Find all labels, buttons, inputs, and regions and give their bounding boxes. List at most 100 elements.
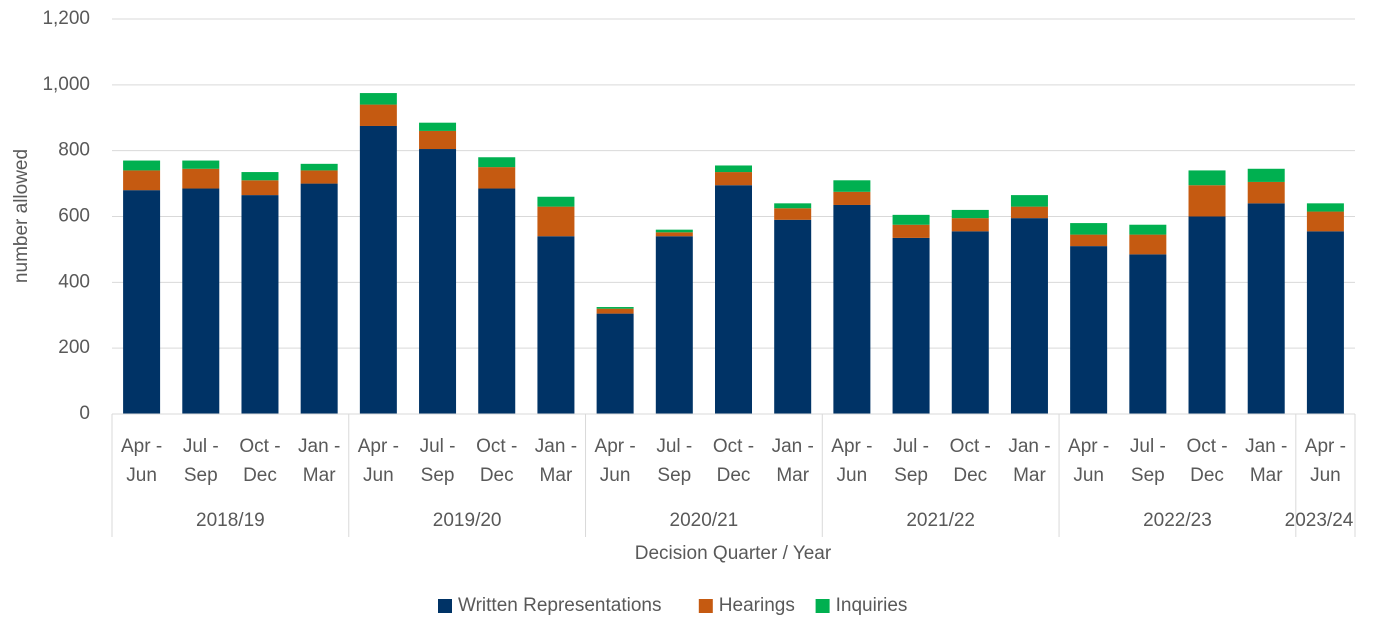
x-tick-label: Mar — [1250, 465, 1283, 486]
legend-label: Hearings — [719, 595, 795, 616]
x-tick-label: Dec — [480, 465, 514, 486]
bar-segment — [359, 93, 397, 105]
bar-segment — [1306, 211, 1344, 232]
x-tick-label: Sep — [1131, 465, 1165, 486]
bar-segment — [715, 165, 752, 173]
bar-segment — [123, 170, 161, 191]
bar-segment — [833, 191, 871, 205]
y-tick-label: 200 — [58, 337, 90, 358]
x-tick-label: Apr - — [1305, 436, 1346, 457]
x-tick-label: Oct - — [239, 436, 280, 457]
group-label: 2020/21 — [670, 510, 739, 531]
x-tick-label: Jun — [837, 465, 868, 486]
x-tick-label: Jul - — [1130, 436, 1166, 457]
bar-segment — [241, 195, 279, 414]
bar-segment — [774, 203, 812, 209]
bar-segment — [892, 214, 930, 225]
bar-segment — [1247, 168, 1285, 182]
bar-segment — [1129, 254, 1167, 414]
bar-segment — [241, 172, 279, 181]
x-axis-title: Decision Quarter / Year — [635, 543, 832, 564]
group-label: 2018/19 — [196, 510, 265, 531]
y-tick-label: 600 — [58, 206, 90, 227]
bar-segment — [774, 219, 812, 414]
legend-label: Inquiries — [836, 595, 908, 616]
bar-segment — [833, 180, 871, 192]
x-tick-label: Jan - — [1008, 436, 1050, 457]
bar-segment — [300, 163, 338, 171]
bar-segment — [951, 209, 989, 219]
bar-segment — [1070, 223, 1108, 235]
bar-segment — [182, 168, 220, 189]
bar-segment — [833, 204, 871, 414]
bar-segment — [537, 196, 575, 207]
x-tick-label: Jan - — [772, 436, 814, 457]
bar-segment — [123, 160, 161, 171]
bar-segment — [596, 313, 634, 414]
x-tick-label: Sep — [184, 465, 218, 486]
bar-segment — [1306, 231, 1344, 414]
x-tick-label: Mar — [1013, 465, 1046, 486]
group-label: 2023/24 — [1285, 510, 1354, 531]
bar-segment — [182, 188, 220, 414]
bar-segment — [774, 208, 812, 220]
bar-segment — [1070, 234, 1108, 247]
bar-segment — [892, 237, 930, 414]
legend-swatch — [438, 599, 452, 613]
x-tick-label: Jul - — [893, 436, 929, 457]
y-tick-label: 0 — [79, 403, 90, 424]
x-tick-label: Jul - — [656, 436, 692, 457]
x-tick-label: Oct - — [950, 436, 991, 457]
group-label: 2021/22 — [906, 510, 975, 531]
bar-segment — [478, 188, 516, 414]
bar-segment — [596, 307, 634, 309]
y-tick-label: 1,000 — [42, 74, 90, 95]
x-tick-label: Sep — [421, 465, 455, 486]
bar-segment — [241, 180, 279, 196]
bar-segment — [537, 236, 575, 414]
x-tick-label: Jun — [1073, 465, 1104, 486]
bar-segment — [1188, 185, 1226, 217]
y-tick-label: 1,200 — [42, 8, 90, 29]
x-tick-label: Jun — [126, 465, 157, 486]
x-tick-label: Apr - — [121, 436, 162, 457]
bar-segment — [596, 308, 634, 314]
bar-segment — [537, 206, 575, 237]
bar-segment — [892, 224, 930, 238]
bar-segment — [1247, 181, 1285, 204]
bar-segment — [1188, 216, 1226, 414]
x-tick-label: Jun — [1310, 465, 1341, 486]
x-tick-label: Sep — [894, 465, 928, 486]
x-tick-label: Jul - — [420, 436, 456, 457]
x-tick-label: Mar — [303, 465, 336, 486]
x-tick-label: Mar — [776, 465, 809, 486]
bar-segment — [655, 236, 693, 414]
x-tick-label: Apr - — [831, 436, 872, 457]
bar-segment — [715, 185, 752, 414]
bar-segment — [951, 218, 989, 232]
bar-segment — [300, 170, 338, 184]
x-tick-label: Oct - — [713, 436, 754, 457]
bar-segment — [1129, 224, 1167, 235]
bar-segment — [1247, 203, 1285, 414]
bar-segment — [1010, 195, 1048, 207]
bar-segment — [419, 149, 457, 415]
x-tick-label: Jun — [600, 465, 631, 486]
bar-segment — [1306, 203, 1344, 212]
y-tick-label: 400 — [58, 271, 90, 292]
bar-segment — [478, 167, 516, 189]
x-tick-label: Mar — [540, 465, 573, 486]
x-tick-label: Dec — [1190, 465, 1224, 486]
group-label: 2022/23 — [1143, 510, 1212, 531]
bar-segment — [1010, 206, 1048, 219]
x-tick-label: Oct - — [1186, 436, 1227, 457]
bar-segment — [715, 172, 752, 186]
bar-segment — [419, 130, 457, 150]
bar-segment — [1188, 170, 1226, 186]
bar-segment — [182, 160, 220, 169]
x-tick-label: Jul - — [183, 436, 219, 457]
group-label: 2019/20 — [433, 510, 502, 531]
legend-swatch — [815, 599, 830, 613]
bar-segment — [1129, 234, 1167, 255]
